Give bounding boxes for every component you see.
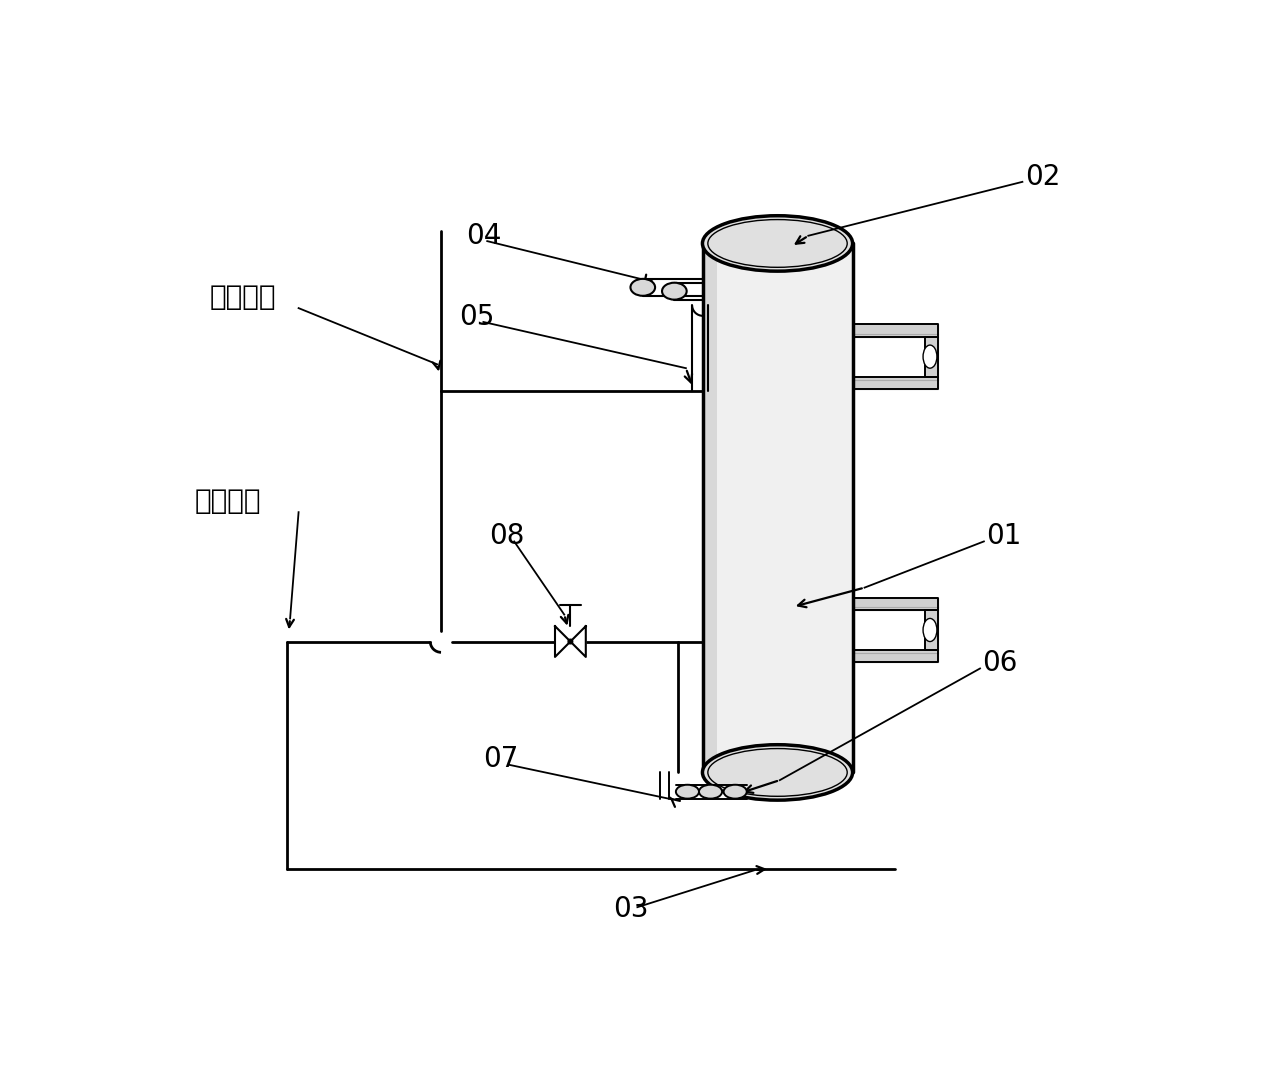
Circle shape <box>568 639 573 644</box>
Text: 01: 01 <box>986 522 1022 550</box>
Text: 03: 03 <box>613 896 648 924</box>
Polygon shape <box>853 598 938 610</box>
Ellipse shape <box>703 745 853 801</box>
Text: 06: 06 <box>982 650 1018 678</box>
Ellipse shape <box>676 784 699 798</box>
Ellipse shape <box>662 283 686 300</box>
Text: 05: 05 <box>459 302 495 330</box>
Polygon shape <box>853 377 938 388</box>
Polygon shape <box>853 650 938 663</box>
Polygon shape <box>925 610 938 650</box>
Ellipse shape <box>703 216 853 271</box>
Bar <box>703 244 717 773</box>
Ellipse shape <box>923 618 937 642</box>
Ellipse shape <box>631 278 655 296</box>
Text: 08: 08 <box>490 522 526 550</box>
Text: 02: 02 <box>1024 163 1060 191</box>
Polygon shape <box>571 626 586 657</box>
Ellipse shape <box>699 784 722 798</box>
Bar <box>703 244 853 773</box>
Polygon shape <box>853 325 938 337</box>
Text: 07: 07 <box>483 746 519 774</box>
Ellipse shape <box>923 345 937 368</box>
Text: 04: 04 <box>466 222 502 249</box>
Text: 冷媒气管: 冷媒气管 <box>209 284 276 312</box>
Text: 冷媒液管: 冷媒液管 <box>194 488 261 516</box>
Polygon shape <box>925 337 938 377</box>
Polygon shape <box>555 626 571 657</box>
Ellipse shape <box>723 784 747 798</box>
